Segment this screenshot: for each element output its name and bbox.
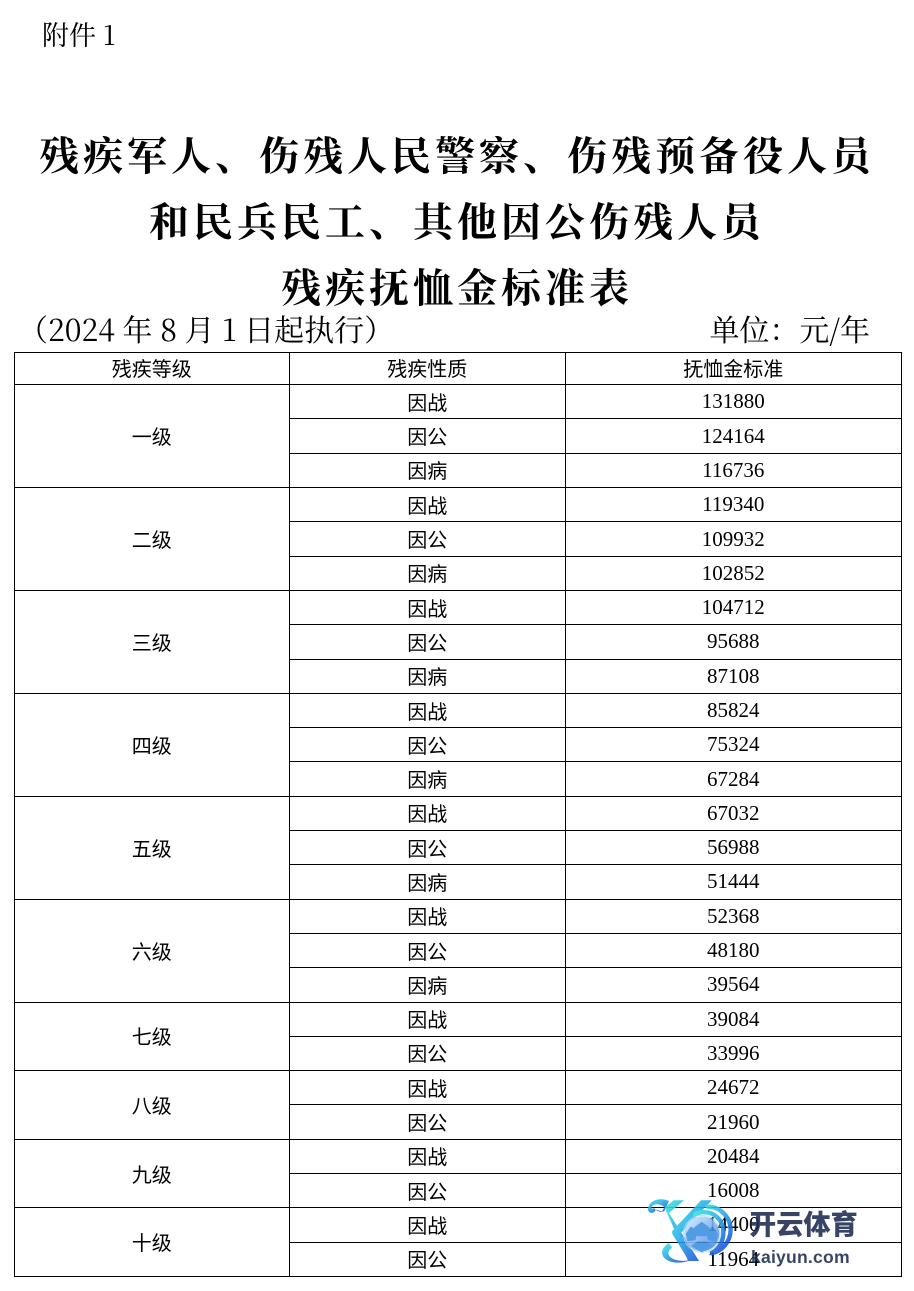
svg-text:开云体育: 开云体育 bbox=[749, 1202, 858, 1242]
svg-text:kaiyun.com: kaiyun.com bbox=[751, 1247, 850, 1267]
